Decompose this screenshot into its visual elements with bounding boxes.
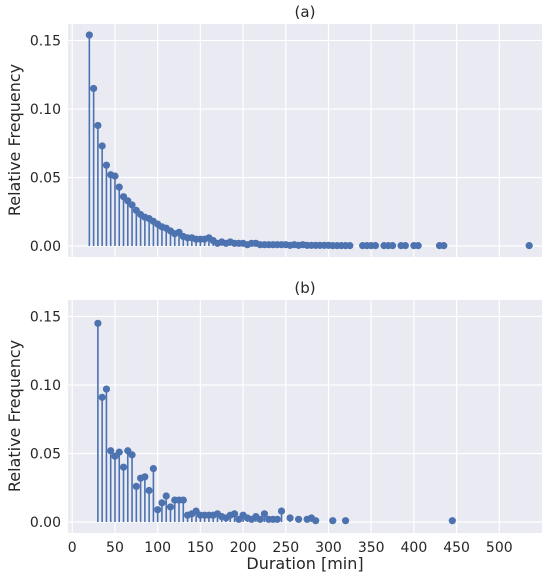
y-tick-label-a: 0.00 [30, 239, 61, 255]
x-tick-label: 250 [272, 540, 299, 556]
data-point-b [162, 492, 170, 500]
data-point-a [115, 183, 123, 191]
y-tick-label-b: 0.00 [30, 515, 61, 531]
markers-a [85, 31, 533, 250]
data-point-b [294, 515, 303, 523]
data-point-b [230, 510, 239, 518]
x-tick-label: 0 [68, 540, 77, 556]
y-axis-label-a: Relative Frequency [5, 64, 24, 216]
data-point-a [401, 242, 409, 250]
data-point-b [128, 451, 136, 459]
data-point-a [525, 242, 533, 250]
data-point-a [111, 172, 119, 180]
data-point-a [102, 161, 111, 169]
y-axis-label-b: Relative Frequency [5, 340, 24, 492]
grid-a [68, 24, 542, 257]
y-tick-label-b: 0.10 [30, 378, 61, 394]
y-tick-labels-a: 0.00 0.05 0.10 0.15 [30, 33, 61, 255]
data-point-a [94, 121, 102, 130]
data-point-b [179, 496, 187, 504]
x-axis-label: Duration [min] [246, 554, 363, 573]
data-point-b [145, 486, 153, 495]
y-tick-label-a: 0.10 [30, 102, 61, 118]
data-point-b [312, 517, 320, 525]
data-point-b [277, 507, 286, 515]
data-point-b [98, 393, 106, 401]
y-tick-label-b: 0.15 [30, 309, 61, 325]
x-tick-label: 150 [187, 540, 214, 556]
data-point-a [98, 142, 106, 150]
x-tick-label: 300 [315, 540, 342, 556]
plot-area-b [68, 300, 542, 533]
data-point-b [132, 482, 140, 490]
data-point-b [115, 448, 123, 456]
data-point-b [158, 499, 166, 507]
data-point-b [149, 464, 158, 473]
x-tick-label: 50 [106, 540, 124, 556]
panel-title-a: (a) [295, 3, 316, 21]
data-point-b [102, 385, 111, 393]
x-tick-label: 200 [230, 540, 257, 556]
x-tick-label: 350 [358, 540, 385, 556]
data-point-b [166, 503, 175, 511]
data-point-b [273, 515, 281, 523]
data-point-b [286, 514, 294, 522]
data-point-a [85, 31, 93, 39]
y-tick-label-a: 0.05 [30, 171, 61, 187]
data-point-b [448, 517, 456, 525]
data-point-b [141, 473, 149, 481]
data-point-a [371, 242, 380, 250]
data-point-b [94, 319, 102, 327]
data-point-a [346, 242, 354, 250]
panel-a: 0.00 0.05 0.10 0.15 (a) Relative Frequency [5, 3, 542, 257]
data-point-b [107, 447, 115, 455]
data-point-b [119, 463, 128, 471]
x-tick-label: 400 [401, 540, 428, 556]
y-tick-label-a: 0.15 [30, 33, 61, 49]
data-point-a [388, 242, 397, 250]
y-tick-labels-b: 0.00 0.05 0.10 0.15 [30, 309, 61, 531]
panel-title-b: (b) [294, 279, 315, 297]
data-point-b [256, 515, 264, 523]
x-tick-label: 500 [486, 540, 513, 556]
data-point-a [90, 84, 98, 93]
data-point-b [260, 510, 269, 518]
data-point-a [128, 201, 136, 209]
x-tick-label: 100 [144, 540, 171, 556]
data-point-a [414, 242, 422, 250]
data-point-b [154, 506, 162, 514]
markers-b [94, 319, 456, 525]
x-tick-labels-b: 0 50 100 150 200 250 300 350 400 450 500 [68, 540, 513, 556]
data-point-b [341, 517, 350, 525]
y-tick-label-b: 0.05 [30, 447, 61, 463]
plot-area-a [68, 24, 542, 257]
x-tick-label: 450 [443, 540, 470, 556]
panel-b: 0.00 0.05 0.10 0.15 0 50 100 150 200 250 300 350 40… [5, 279, 542, 573]
data-point-a [440, 242, 448, 250]
data-point-b [329, 517, 337, 525]
